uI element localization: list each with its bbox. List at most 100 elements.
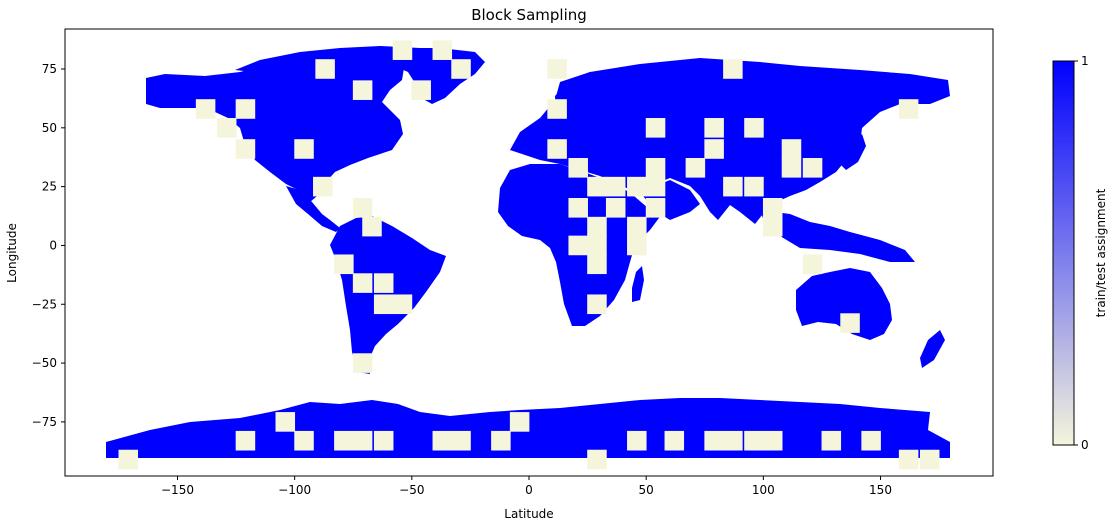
y-axis: 75 50 25 0 −25 −50 −75	[32, 62, 65, 429]
test-block-13	[352, 353, 373, 373]
x-tick-label: −100	[278, 483, 311, 497]
test-block-38	[645, 118, 666, 138]
test-block-73	[821, 430, 842, 451]
colorbar-gradient	[1052, 60, 1075, 446]
test-block-53	[802, 254, 823, 275]
test-block-3	[235, 139, 256, 159]
y-tick-label: 75	[42, 62, 57, 76]
y-tick-label: 0	[49, 238, 57, 252]
test-block-46	[723, 176, 743, 197]
test-block-16	[451, 59, 471, 79]
x-tick-label: 0	[525, 483, 533, 497]
test-block-25	[605, 176, 626, 197]
test-block-61	[373, 430, 394, 451]
test-block-12	[392, 294, 413, 315]
test-block-33	[568, 235, 588, 256]
test-block-19	[352, 80, 373, 100]
test-block-47	[744, 176, 764, 197]
test-block-71	[744, 430, 764, 451]
world-map	[106, 40, 950, 470]
test-block-7	[362, 216, 382, 237]
x-axis-label: Latitude	[504, 507, 553, 521]
y-tick-label: 25	[42, 180, 57, 194]
test-blocks	[118, 40, 940, 470]
colorbar-tick-label: 0	[1081, 438, 1089, 452]
test-block-0	[195, 99, 216, 119]
test-block-72	[762, 430, 783, 451]
y-axis-label: Longitude	[5, 223, 19, 283]
test-block-17	[411, 80, 431, 100]
test-block-58	[275, 412, 296, 432]
landmass-australia	[796, 268, 892, 340]
colorbar-tick-label: 1	[1081, 54, 1089, 68]
test-block-76	[919, 449, 940, 470]
test-block-63	[451, 430, 471, 451]
test-block-62	[432, 430, 453, 451]
test-block-36	[587, 254, 607, 275]
test-block-68	[664, 430, 685, 451]
landmass-central-america	[286, 186, 340, 232]
test-block-6	[352, 198, 373, 218]
x-tick-label: 100	[752, 483, 775, 497]
test-block-42	[704, 118, 724, 138]
test-block-24	[587, 176, 607, 197]
test-block-54	[898, 99, 919, 119]
test-block-35	[627, 235, 647, 256]
test-block-70	[723, 430, 743, 451]
colorbar-ticks: 01	[1074, 54, 1089, 452]
y-tick-label: −50	[32, 356, 57, 370]
x-tick-label: −50	[399, 483, 424, 497]
test-block-29	[605, 198, 626, 218]
test-block-67	[627, 430, 647, 451]
test-block-74	[861, 430, 881, 451]
x-tick-label: 50	[639, 483, 654, 497]
test-block-40	[685, 158, 706, 178]
test-block-23	[568, 158, 588, 178]
test-block-30	[645, 198, 666, 218]
test-block-37	[587, 294, 607, 315]
landmass-scandinavia	[555, 72, 610, 124]
test-block-57	[294, 430, 314, 451]
test-block-55	[118, 449, 139, 470]
test-block-41	[704, 139, 724, 159]
test-block-56	[235, 430, 256, 451]
test-block-49	[802, 158, 823, 178]
landmass-japan	[840, 134, 866, 170]
test-block-14	[392, 40, 413, 60]
y-tick-label: −75	[32, 415, 57, 429]
test-block-60	[352, 430, 373, 451]
x-tick-label: 150	[869, 483, 892, 497]
test-block-18	[315, 59, 335, 79]
test-block-21	[547, 99, 567, 119]
x-axis: −150 −100 −50 0 50 100 150	[161, 476, 892, 497]
test-block-11	[373, 294, 394, 315]
test-block-75	[898, 449, 919, 470]
test-block-31	[587, 216, 607, 237]
test-block-4	[294, 139, 314, 159]
test-block-65	[509, 412, 530, 432]
test-block-26	[627, 176, 647, 197]
test-block-48	[762, 198, 783, 218]
test-block-5	[313, 176, 333, 197]
test-block-45	[781, 158, 802, 178]
test-block-43	[744, 118, 764, 138]
landmass-madagascar	[632, 266, 644, 302]
test-block-9	[352, 273, 373, 293]
landmass-southeast-asia	[760, 210, 915, 262]
test-block-66	[587, 449, 607, 470]
test-block-44	[781, 139, 802, 159]
test-block-34	[587, 235, 607, 256]
test-block-27	[645, 176, 666, 197]
y-tick-label: 50	[42, 121, 57, 135]
test-block-64	[491, 430, 511, 451]
colorbar-label: train/test assignment	[1094, 188, 1108, 317]
test-block-2	[216, 118, 237, 138]
test-block-8	[334, 254, 354, 275]
test-block-28	[568, 198, 588, 218]
x-tick-label: −150	[161, 483, 194, 497]
landmass-north-america	[146, 50, 405, 202]
test-block-52	[840, 313, 860, 333]
test-block-69	[704, 430, 724, 451]
chart-title: Block Sampling	[471, 6, 587, 24]
